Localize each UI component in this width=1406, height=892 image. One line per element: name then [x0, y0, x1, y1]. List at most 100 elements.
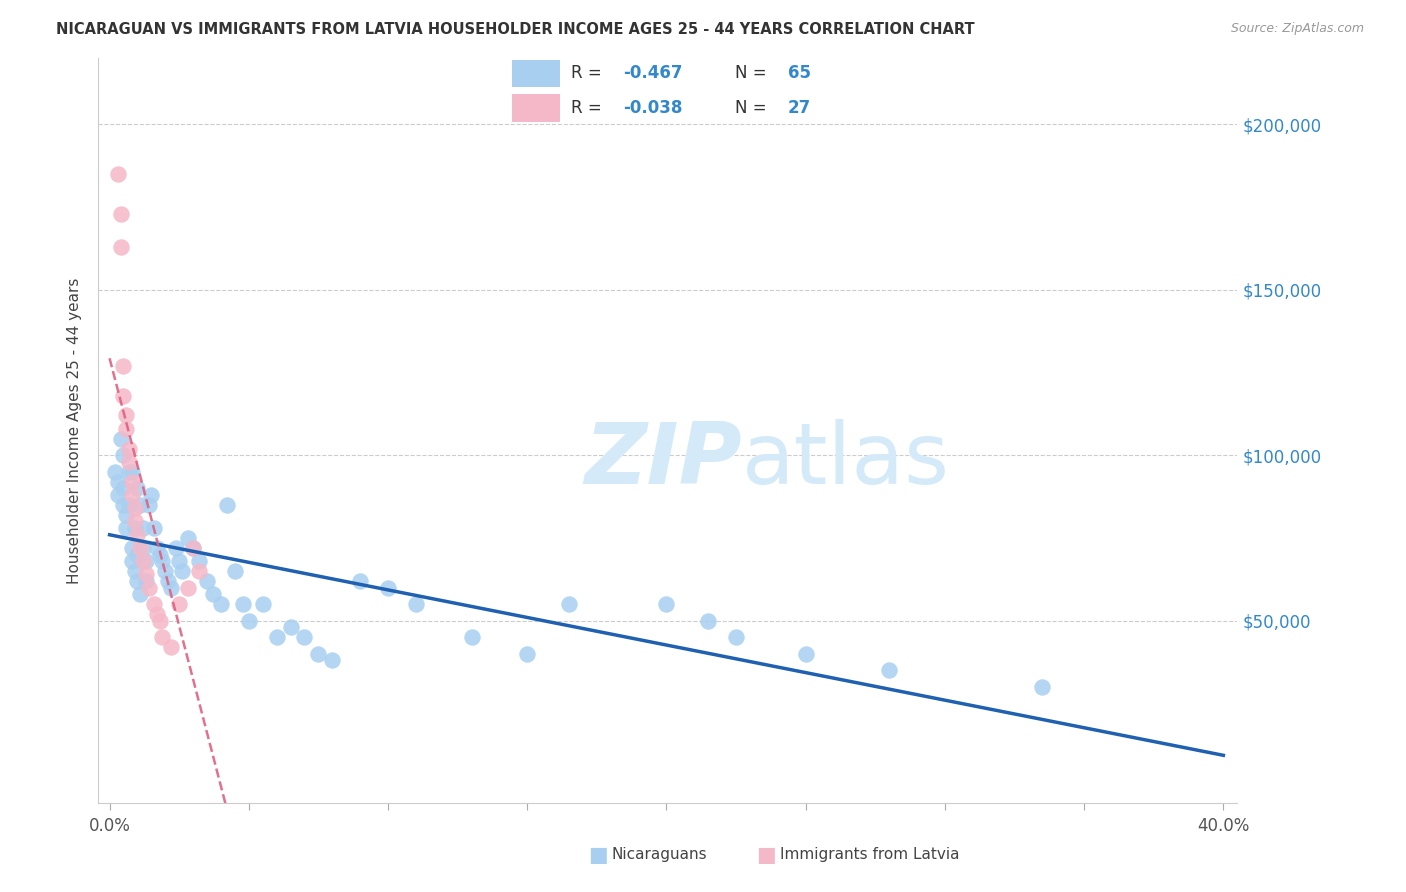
Point: [124, 515, 146, 529]
Point: [187, 554, 209, 568]
Point: [124, 501, 146, 516]
Point: [558, 597, 581, 611]
Point: [725, 630, 748, 644]
Point: [127, 574, 149, 588]
Point: [176, 581, 198, 595]
Bar: [512, 95, 561, 122]
Point: [405, 597, 427, 611]
Point: [138, 498, 160, 512]
Point: [294, 630, 316, 644]
Point: [115, 508, 138, 522]
Point: [170, 564, 193, 578]
Point: [135, 574, 157, 588]
Point: [129, 541, 152, 555]
Point: [516, 647, 538, 661]
Text: ZIP: ZIP: [585, 418, 742, 501]
Point: [112, 359, 135, 373]
Point: [104, 465, 127, 479]
Point: [152, 554, 174, 568]
Point: [877, 664, 900, 678]
Point: [132, 541, 155, 555]
Point: [107, 488, 129, 502]
Point: [112, 389, 135, 403]
Text: -0.038: -0.038: [624, 99, 683, 117]
Point: [201, 587, 224, 601]
Point: [1031, 680, 1053, 694]
Point: [110, 432, 132, 446]
Point: [112, 498, 135, 512]
Point: [121, 475, 143, 489]
Point: [157, 574, 180, 588]
Point: [149, 614, 172, 628]
Point: [127, 548, 149, 562]
Text: -0.467: -0.467: [624, 64, 683, 82]
Point: [307, 647, 329, 661]
Point: [181, 541, 204, 555]
Point: [238, 614, 260, 628]
Text: N =: N =: [735, 64, 772, 82]
Point: [146, 607, 169, 621]
Point: [152, 630, 174, 644]
Point: [121, 488, 143, 502]
Point: [195, 574, 218, 588]
Text: Immigrants from Latvia: Immigrants from Latvia: [780, 847, 960, 862]
Point: [167, 554, 190, 568]
Point: [209, 597, 232, 611]
Point: [107, 167, 129, 181]
Point: [127, 527, 149, 541]
Point: [121, 554, 143, 568]
Point: [129, 498, 152, 512]
Point: [165, 541, 187, 555]
Bar: [512, 60, 561, 87]
Point: [149, 548, 172, 562]
Text: R =: R =: [571, 99, 607, 117]
Point: [124, 564, 146, 578]
Y-axis label: Householder Income Ages 25 - 44 years: Householder Income Ages 25 - 44 years: [67, 277, 83, 583]
Text: ■: ■: [588, 845, 607, 864]
Text: Nicaraguans: Nicaraguans: [612, 847, 707, 862]
Text: 65: 65: [789, 64, 811, 82]
Point: [127, 481, 149, 495]
Point: [141, 488, 163, 502]
Point: [377, 581, 399, 595]
Point: [110, 240, 132, 254]
Point: [112, 448, 135, 462]
Point: [135, 567, 157, 582]
Point: [176, 531, 198, 545]
Point: [118, 442, 141, 456]
Point: [321, 653, 343, 667]
Point: [115, 409, 138, 423]
Point: [132, 554, 155, 568]
Point: [132, 521, 155, 535]
Point: [167, 597, 190, 611]
Text: NICARAGUAN VS IMMIGRANTS FROM LATVIA HOUSEHOLDER INCOME AGES 25 - 44 YEARS CORRE: NICARAGUAN VS IMMIGRANTS FROM LATVIA HOU…: [56, 22, 974, 37]
Point: [115, 422, 138, 436]
Point: [146, 541, 169, 555]
Text: ■: ■: [756, 845, 776, 864]
Text: 27: 27: [789, 99, 811, 117]
Point: [224, 564, 246, 578]
Point: [110, 206, 132, 220]
Point: [143, 521, 166, 535]
Point: [460, 630, 482, 644]
Point: [159, 581, 181, 595]
Point: [280, 620, 302, 634]
Point: [181, 541, 204, 555]
Point: [135, 554, 157, 568]
Point: [252, 597, 274, 611]
Point: [794, 647, 817, 661]
Point: [155, 564, 177, 578]
Point: [129, 587, 152, 601]
Point: [124, 521, 146, 535]
Text: N =: N =: [735, 99, 772, 117]
Point: [118, 465, 141, 479]
Point: [655, 597, 678, 611]
Point: [232, 597, 254, 611]
Text: atlas: atlas: [742, 418, 950, 501]
Point: [118, 498, 141, 512]
Point: [697, 614, 720, 628]
Point: [115, 521, 138, 535]
Point: [215, 498, 238, 512]
Point: [112, 481, 135, 495]
Text: R =: R =: [571, 64, 607, 82]
